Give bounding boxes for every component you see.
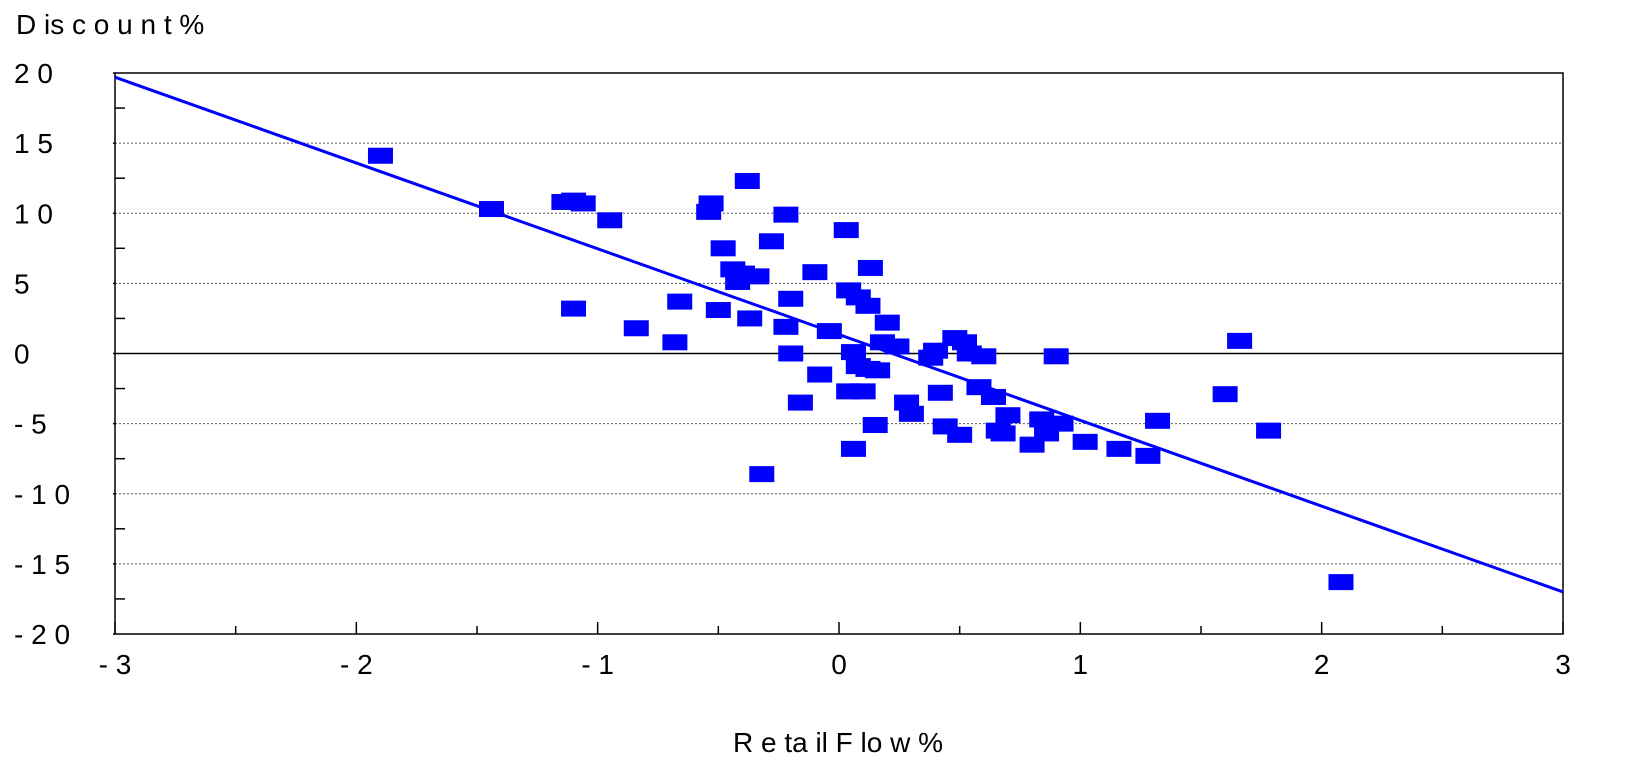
data-point	[840, 440, 866, 457]
y-tick-label: 5	[14, 268, 30, 299]
data-point	[749, 466, 775, 483]
data-point	[857, 259, 883, 276]
data-point	[734, 172, 760, 189]
data-point	[1328, 574, 1354, 591]
x-axis-title: R e ta il F lo w %	[733, 727, 943, 758]
x-tick-label: 0	[831, 649, 847, 680]
y-tick-label: 0	[14, 339, 30, 370]
data-point	[855, 297, 881, 314]
data-point	[1135, 447, 1161, 464]
data-point	[710, 240, 736, 257]
data-point	[947, 426, 973, 443]
data-point	[802, 264, 828, 281]
data-point	[807, 366, 833, 383]
data-point	[990, 425, 1016, 442]
data-point	[995, 407, 1021, 424]
data-point	[850, 383, 876, 400]
data-point	[787, 394, 813, 411]
y-axis-title: D is c o u n t %	[16, 9, 204, 40]
data-point	[884, 338, 910, 355]
y-tick-label: - 2 0	[14, 619, 70, 650]
data-points	[367, 147, 1354, 591]
data-point	[662, 334, 688, 351]
data-point	[561, 300, 587, 317]
data-point	[1048, 415, 1074, 432]
x-tick-label: - 2	[340, 649, 373, 680]
data-point	[833, 222, 859, 239]
data-point	[705, 302, 731, 319]
data-point	[773, 318, 799, 335]
data-point	[1145, 412, 1171, 429]
data-point	[971, 348, 997, 365]
data-point	[1227, 332, 1253, 349]
data-point	[1256, 422, 1282, 439]
x-tick-label: - 1	[581, 649, 614, 680]
data-point	[1106, 440, 1132, 457]
y-tick-label: - 1 0	[14, 479, 70, 510]
data-point	[570, 195, 596, 212]
data-point	[698, 195, 724, 212]
data-point	[623, 320, 649, 337]
regression-line	[114, 75, 1564, 594]
data-point	[840, 344, 866, 361]
data-point	[737, 310, 763, 327]
x-tick-label: 1	[1073, 649, 1089, 680]
data-point	[773, 206, 799, 223]
x-tick-label: 2	[1314, 649, 1330, 680]
data-point	[667, 293, 693, 310]
data-point	[1072, 433, 1098, 450]
data-point	[778, 345, 804, 362]
data-point	[744, 268, 770, 285]
data-point	[923, 342, 949, 359]
data-point	[1029, 411, 1055, 428]
x-tick-label: 3	[1555, 649, 1571, 680]
data-point	[898, 405, 924, 422]
data-point	[758, 233, 784, 250]
data-point	[597, 212, 623, 229]
y-tick-label: - 5	[14, 409, 47, 440]
data-point	[1043, 348, 1069, 365]
y-tick-label: 2 0	[14, 58, 53, 89]
data-point	[778, 290, 804, 307]
x-tick-label: - 3	[99, 649, 132, 680]
data-point	[862, 417, 888, 434]
y-tick-label: 1 0	[14, 198, 53, 229]
data-point	[1212, 386, 1238, 403]
data-point	[367, 147, 393, 164]
data-point	[927, 384, 953, 401]
y-tick-label: 1 5	[14, 128, 53, 159]
data-point	[865, 362, 891, 379]
y-tick-label: - 1 5	[14, 549, 70, 580]
data-point	[874, 314, 900, 331]
